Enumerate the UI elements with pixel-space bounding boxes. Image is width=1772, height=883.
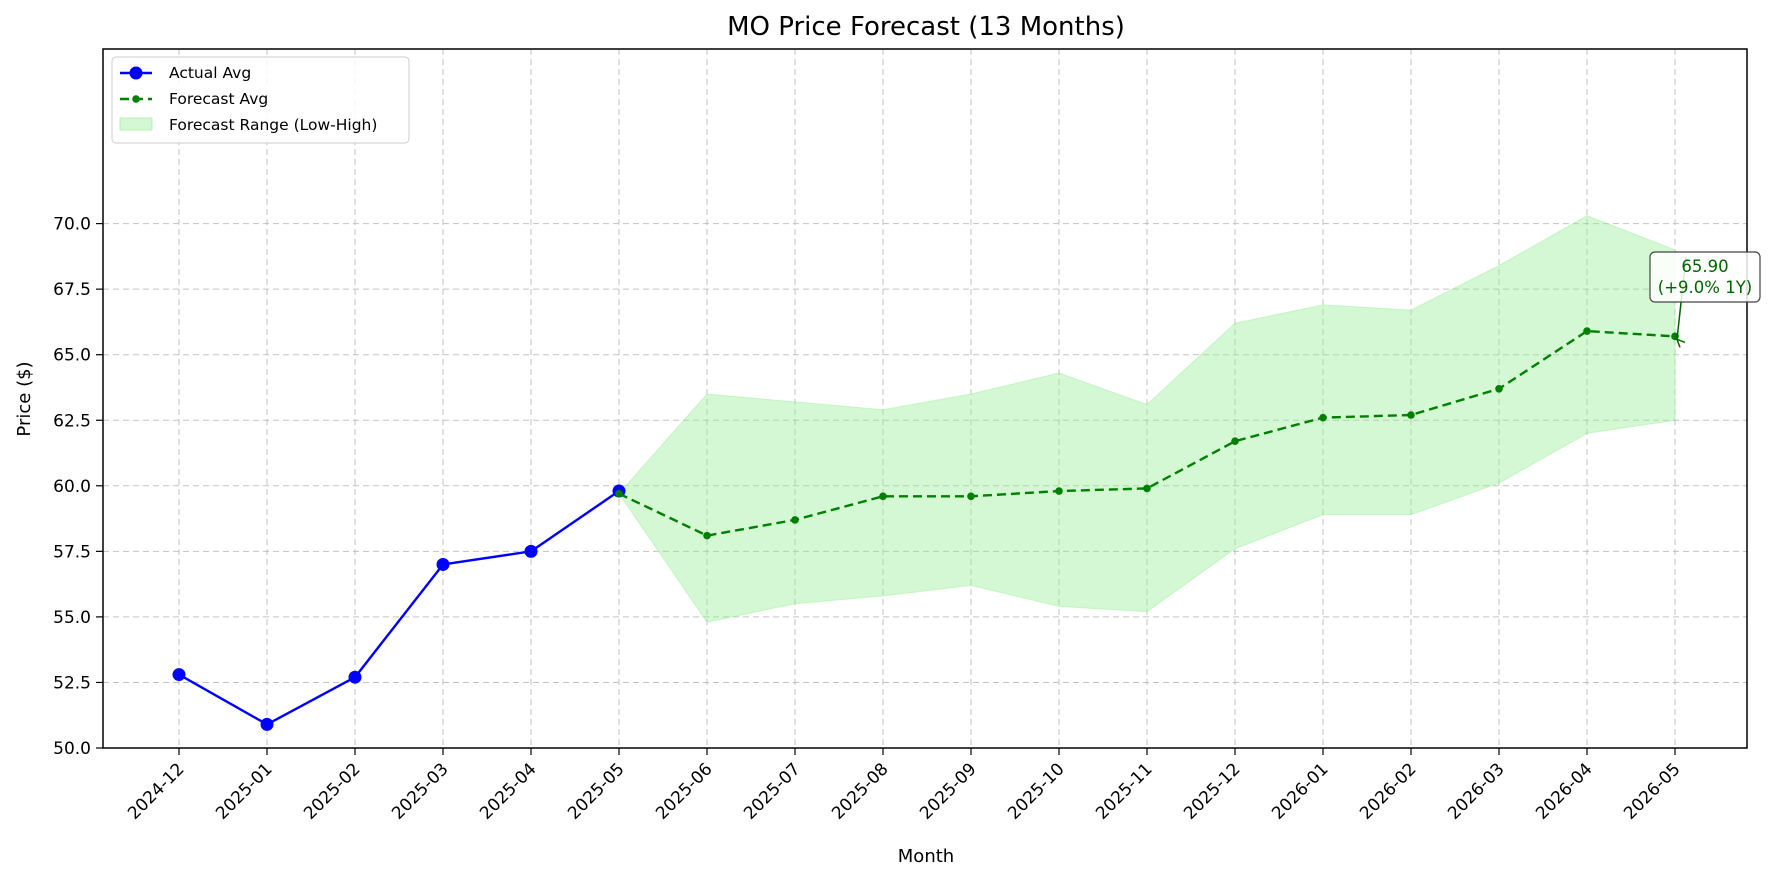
forecast-avg-point: [1495, 384, 1503, 393]
plot-frame: [102, 48, 1748, 749]
y-tick-label: 67.5: [53, 280, 91, 300]
annotation-value: 65.90: [1681, 257, 1728, 276]
y-tick-label: 57.5: [53, 542, 91, 562]
x-tick-label: 2025-10: [1004, 759, 1068, 823]
x-tick-label: 2025-06: [652, 759, 716, 823]
actual-avg-point: [260, 717, 274, 731]
actual-avg-line: [178, 490, 620, 726]
legend-box: [111, 56, 410, 144]
forecast-annotation: 65.90 (+9.0% 1Y): [1649, 251, 1761, 348]
y-tick-label: 62.5: [53, 411, 91, 431]
annotation-box: [1649, 251, 1761, 303]
legend-actual-label: Actual Avg: [169, 64, 251, 82]
x-tick-label: 2025-01: [212, 759, 276, 823]
legend-range-swatch: [119, 117, 153, 131]
y-tick-label: 60.0: [53, 477, 91, 497]
x-axis: 2024-12 2025-01 2025-02 2025-03 2025-04 2025-…: [124, 748, 1685, 824]
x-tick-label: 2025-07: [740, 759, 804, 823]
actual-avg-point: [172, 668, 186, 682]
forecast-avg-point: [615, 489, 623, 498]
x-tick-label: 2025-05: [564, 759, 628, 823]
forecast-range-area: [618, 215, 1676, 623]
y-tick-label: 65.0: [53, 346, 91, 366]
forecast-avg-point: [1319, 413, 1327, 422]
y-tick-label: 52.5: [53, 673, 91, 693]
x-axis-label: Month: [898, 846, 954, 867]
x-tick-label: 2025-02: [300, 759, 364, 823]
legend-actual-marker: [129, 66, 143, 80]
annotation-arrowhead: [1675, 338, 1686, 348]
forecast-range-band: [618, 215, 1676, 623]
legend-forecast-marker: [132, 95, 140, 103]
forecast-avg-point: [1583, 327, 1591, 335]
series-lines: [172, 327, 1679, 731]
y-axis-label: Price ($): [14, 361, 35, 436]
legend-range-label: Forecast Range (Low-High): [169, 116, 377, 134]
x-tick-label: 2025-12: [1180, 759, 1244, 823]
forecast-avg-point: [1055, 487, 1063, 495]
actual-avg-point: [436, 557, 450, 571]
x-tick-label: 2025-03: [388, 759, 452, 823]
chart-title: MO Price Forecast (13 Months): [727, 12, 1125, 42]
x-tick-label: 2025-08: [828, 759, 892, 823]
actual-avg-point: [348, 670, 362, 684]
actual-avg-point: [524, 544, 538, 558]
x-tick-label: 2026-05: [1620, 759, 1684, 823]
forecast-avg-point: [1231, 437, 1239, 446]
y-tick-label: 50.0: [53, 739, 91, 759]
grid: [103, 49, 1747, 749]
x-tick-label: 2025-09: [916, 759, 980, 823]
y-tick-label: 70.0: [53, 215, 91, 235]
y-axis: 50.0 52.5 55.0 57.5 60.0 62.5 65.0 67.5 70.0: [53, 215, 103, 759]
legend-forecast-label: Forecast Avg: [169, 90, 268, 108]
forecast-avg-point: [1407, 411, 1415, 419]
x-tick-label: 2025-04: [476, 759, 540, 823]
forecast-avg-point: [703, 531, 711, 540]
forecast-avg-point: [967, 492, 975, 501]
legend: Actual Avg Forecast Avg Forecast Range (Lo…: [111, 56, 410, 144]
annotation-change: (+9.0% 1Y): [1658, 278, 1752, 297]
forecast-avg-point: [879, 492, 887, 501]
x-tick-label: 2024-12: [124, 759, 188, 823]
x-tick-label: 2026-01: [1268, 759, 1332, 823]
forecast-avg-point: [1143, 484, 1151, 493]
forecast-avg-point: [791, 516, 799, 524]
x-tick-label: 2025-11: [1092, 759, 1156, 823]
y-tick-label: 55.0: [53, 608, 91, 628]
x-tick-label: 2026-03: [1444, 759, 1508, 823]
x-tick-label: 2026-02: [1356, 759, 1420, 823]
x-tick-label: 2026-04: [1532, 759, 1596, 823]
